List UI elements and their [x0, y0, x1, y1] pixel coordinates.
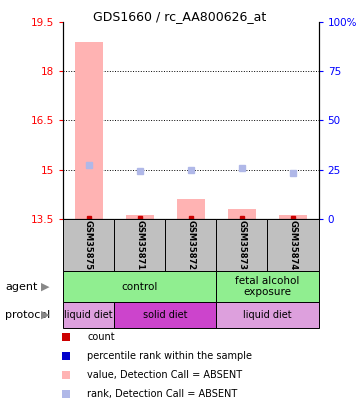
- Bar: [63, 271, 216, 302]
- Text: rank, Detection Call = ABSENT: rank, Detection Call = ABSENT: [87, 389, 238, 399]
- Text: GSM35873: GSM35873: [238, 220, 247, 270]
- Bar: [267, 219, 319, 271]
- Text: liquid diet: liquid diet: [64, 310, 113, 320]
- Bar: [279, 215, 307, 219]
- Text: GSM35874: GSM35874: [289, 220, 298, 270]
- Text: fetal alcohol
exposure: fetal alcohol exposure: [235, 276, 300, 297]
- Bar: [228, 209, 256, 219]
- Bar: [63, 219, 114, 271]
- Bar: [114, 219, 165, 271]
- Text: GSM35875: GSM35875: [84, 220, 93, 270]
- Text: percentile rank within the sample: percentile rank within the sample: [87, 351, 252, 361]
- Text: count: count: [87, 333, 115, 342]
- Text: protocol: protocol: [5, 310, 51, 320]
- Text: liquid diet: liquid diet: [243, 310, 292, 320]
- Bar: [75, 42, 103, 219]
- Text: GSM35871: GSM35871: [135, 220, 144, 270]
- Text: solid diet: solid diet: [143, 310, 188, 320]
- Bar: [126, 215, 154, 219]
- Bar: [216, 302, 319, 328]
- Text: ▶: ▶: [41, 310, 49, 320]
- Text: GSM35872: GSM35872: [186, 220, 195, 270]
- Text: control: control: [121, 281, 158, 292]
- Bar: [165, 219, 216, 271]
- Bar: [63, 302, 114, 328]
- Bar: [216, 219, 267, 271]
- Text: ▶: ▶: [41, 281, 49, 292]
- Text: agent: agent: [5, 281, 38, 292]
- Text: value, Detection Call = ABSENT: value, Detection Call = ABSENT: [87, 370, 243, 380]
- Bar: [114, 302, 216, 328]
- Text: GDS1660 / rc_AA800626_at: GDS1660 / rc_AA800626_at: [93, 10, 267, 23]
- Bar: [177, 199, 205, 219]
- Bar: [216, 271, 319, 302]
